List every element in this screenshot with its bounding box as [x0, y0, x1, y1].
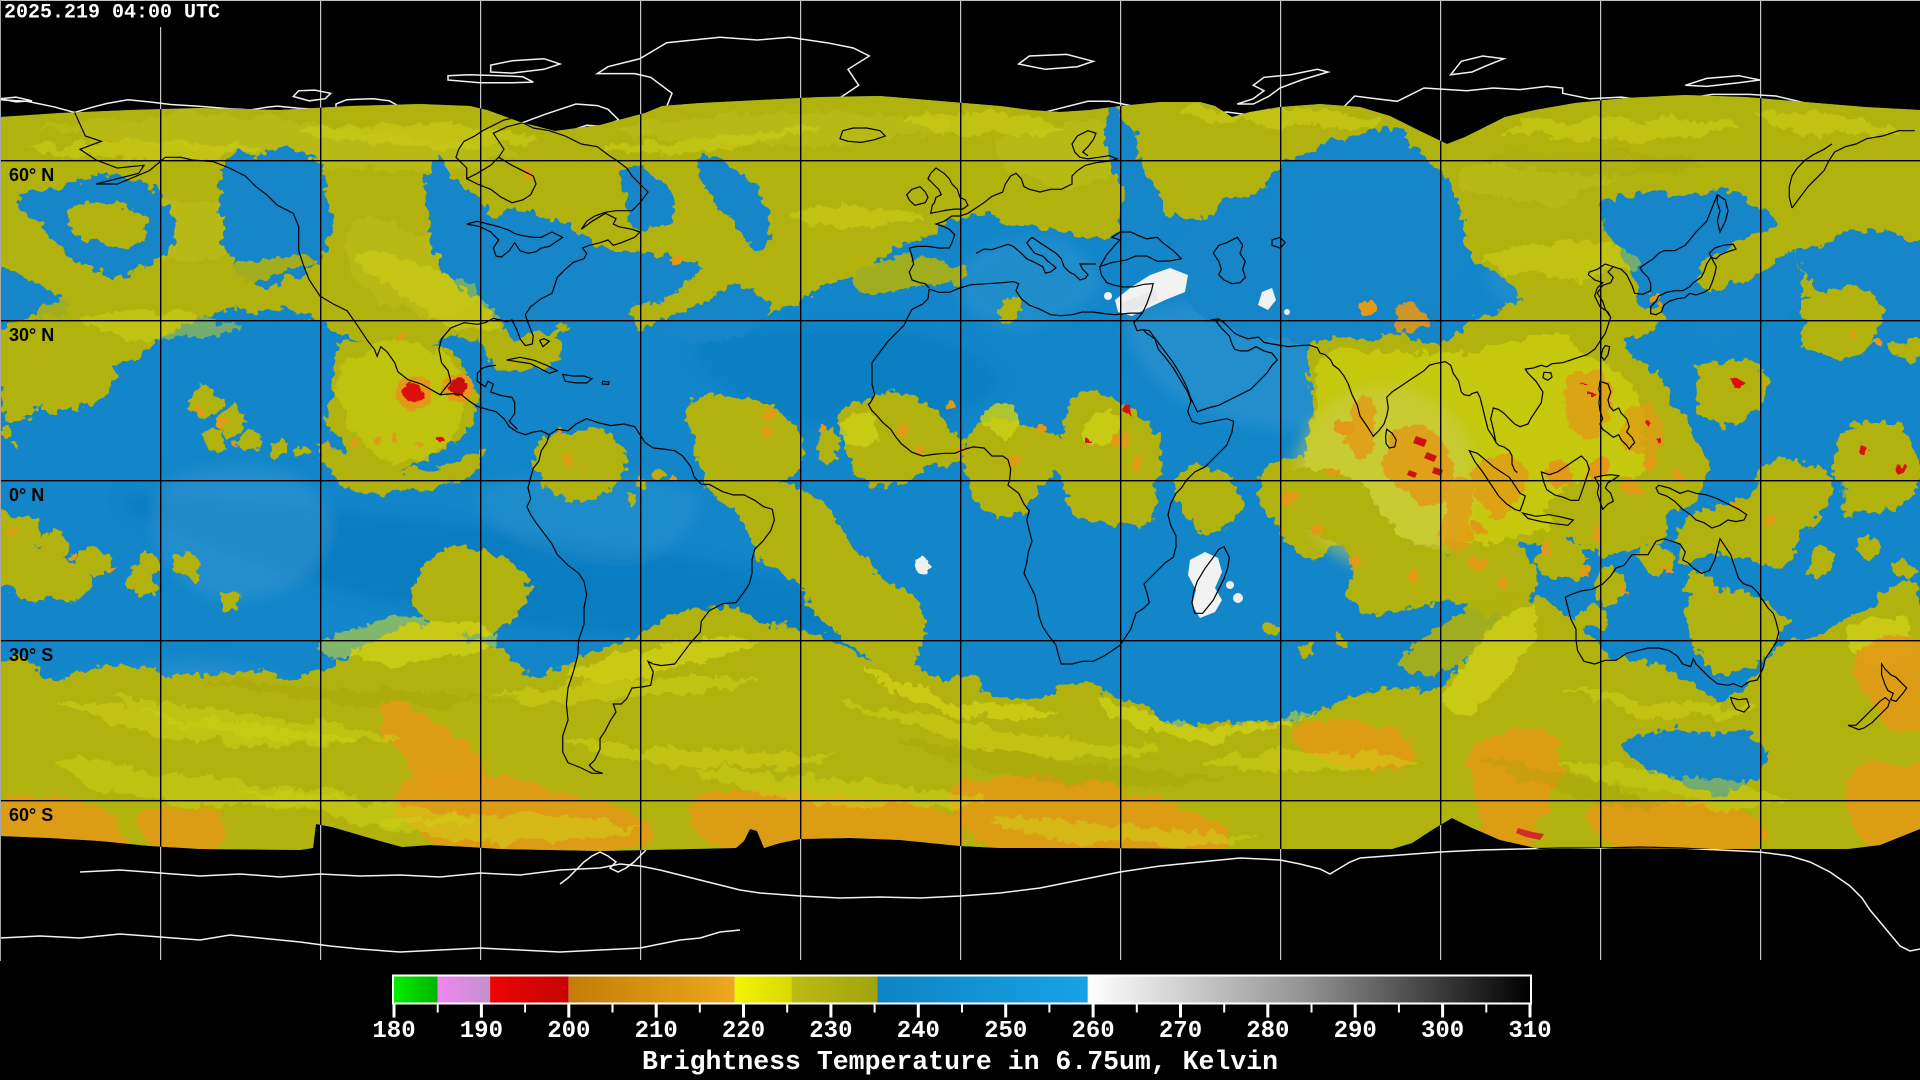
svg-text:2025.219 04:00 UTC: 2025.219 04:00 UTC — [4, 2, 220, 25]
svg-text:310: 310 — [1508, 1018, 1551, 1045]
svg-text:230: 230 — [809, 1018, 852, 1045]
svg-text:30° S: 30° S — [9, 645, 53, 665]
svg-text:190: 190 — [460, 1018, 503, 1045]
svg-text:180: 180 — [372, 1018, 415, 1045]
svg-text:250: 250 — [984, 1018, 1027, 1045]
svg-text:290: 290 — [1334, 1018, 1377, 1045]
svg-text:220: 220 — [722, 1018, 765, 1045]
svg-text:260: 260 — [1071, 1018, 1114, 1045]
svg-text:300: 300 — [1421, 1018, 1464, 1045]
svg-text:210: 210 — [635, 1018, 678, 1045]
svg-text:270: 270 — [1159, 1018, 1202, 1045]
svg-text:Brightness Temperature in 6.75: Brightness Temperature in 6.75um, Kelvin — [642, 1047, 1278, 1077]
svg-text:30° N: 30° N — [9, 325, 54, 345]
svg-text:200: 200 — [547, 1018, 590, 1045]
svg-text:0° N: 0° N — [9, 485, 44, 505]
svg-text:60° S: 60° S — [9, 805, 53, 825]
svg-text:280: 280 — [1246, 1018, 1289, 1045]
svg-text:240: 240 — [897, 1018, 940, 1045]
svg-text:60° N: 60° N — [9, 165, 54, 185]
